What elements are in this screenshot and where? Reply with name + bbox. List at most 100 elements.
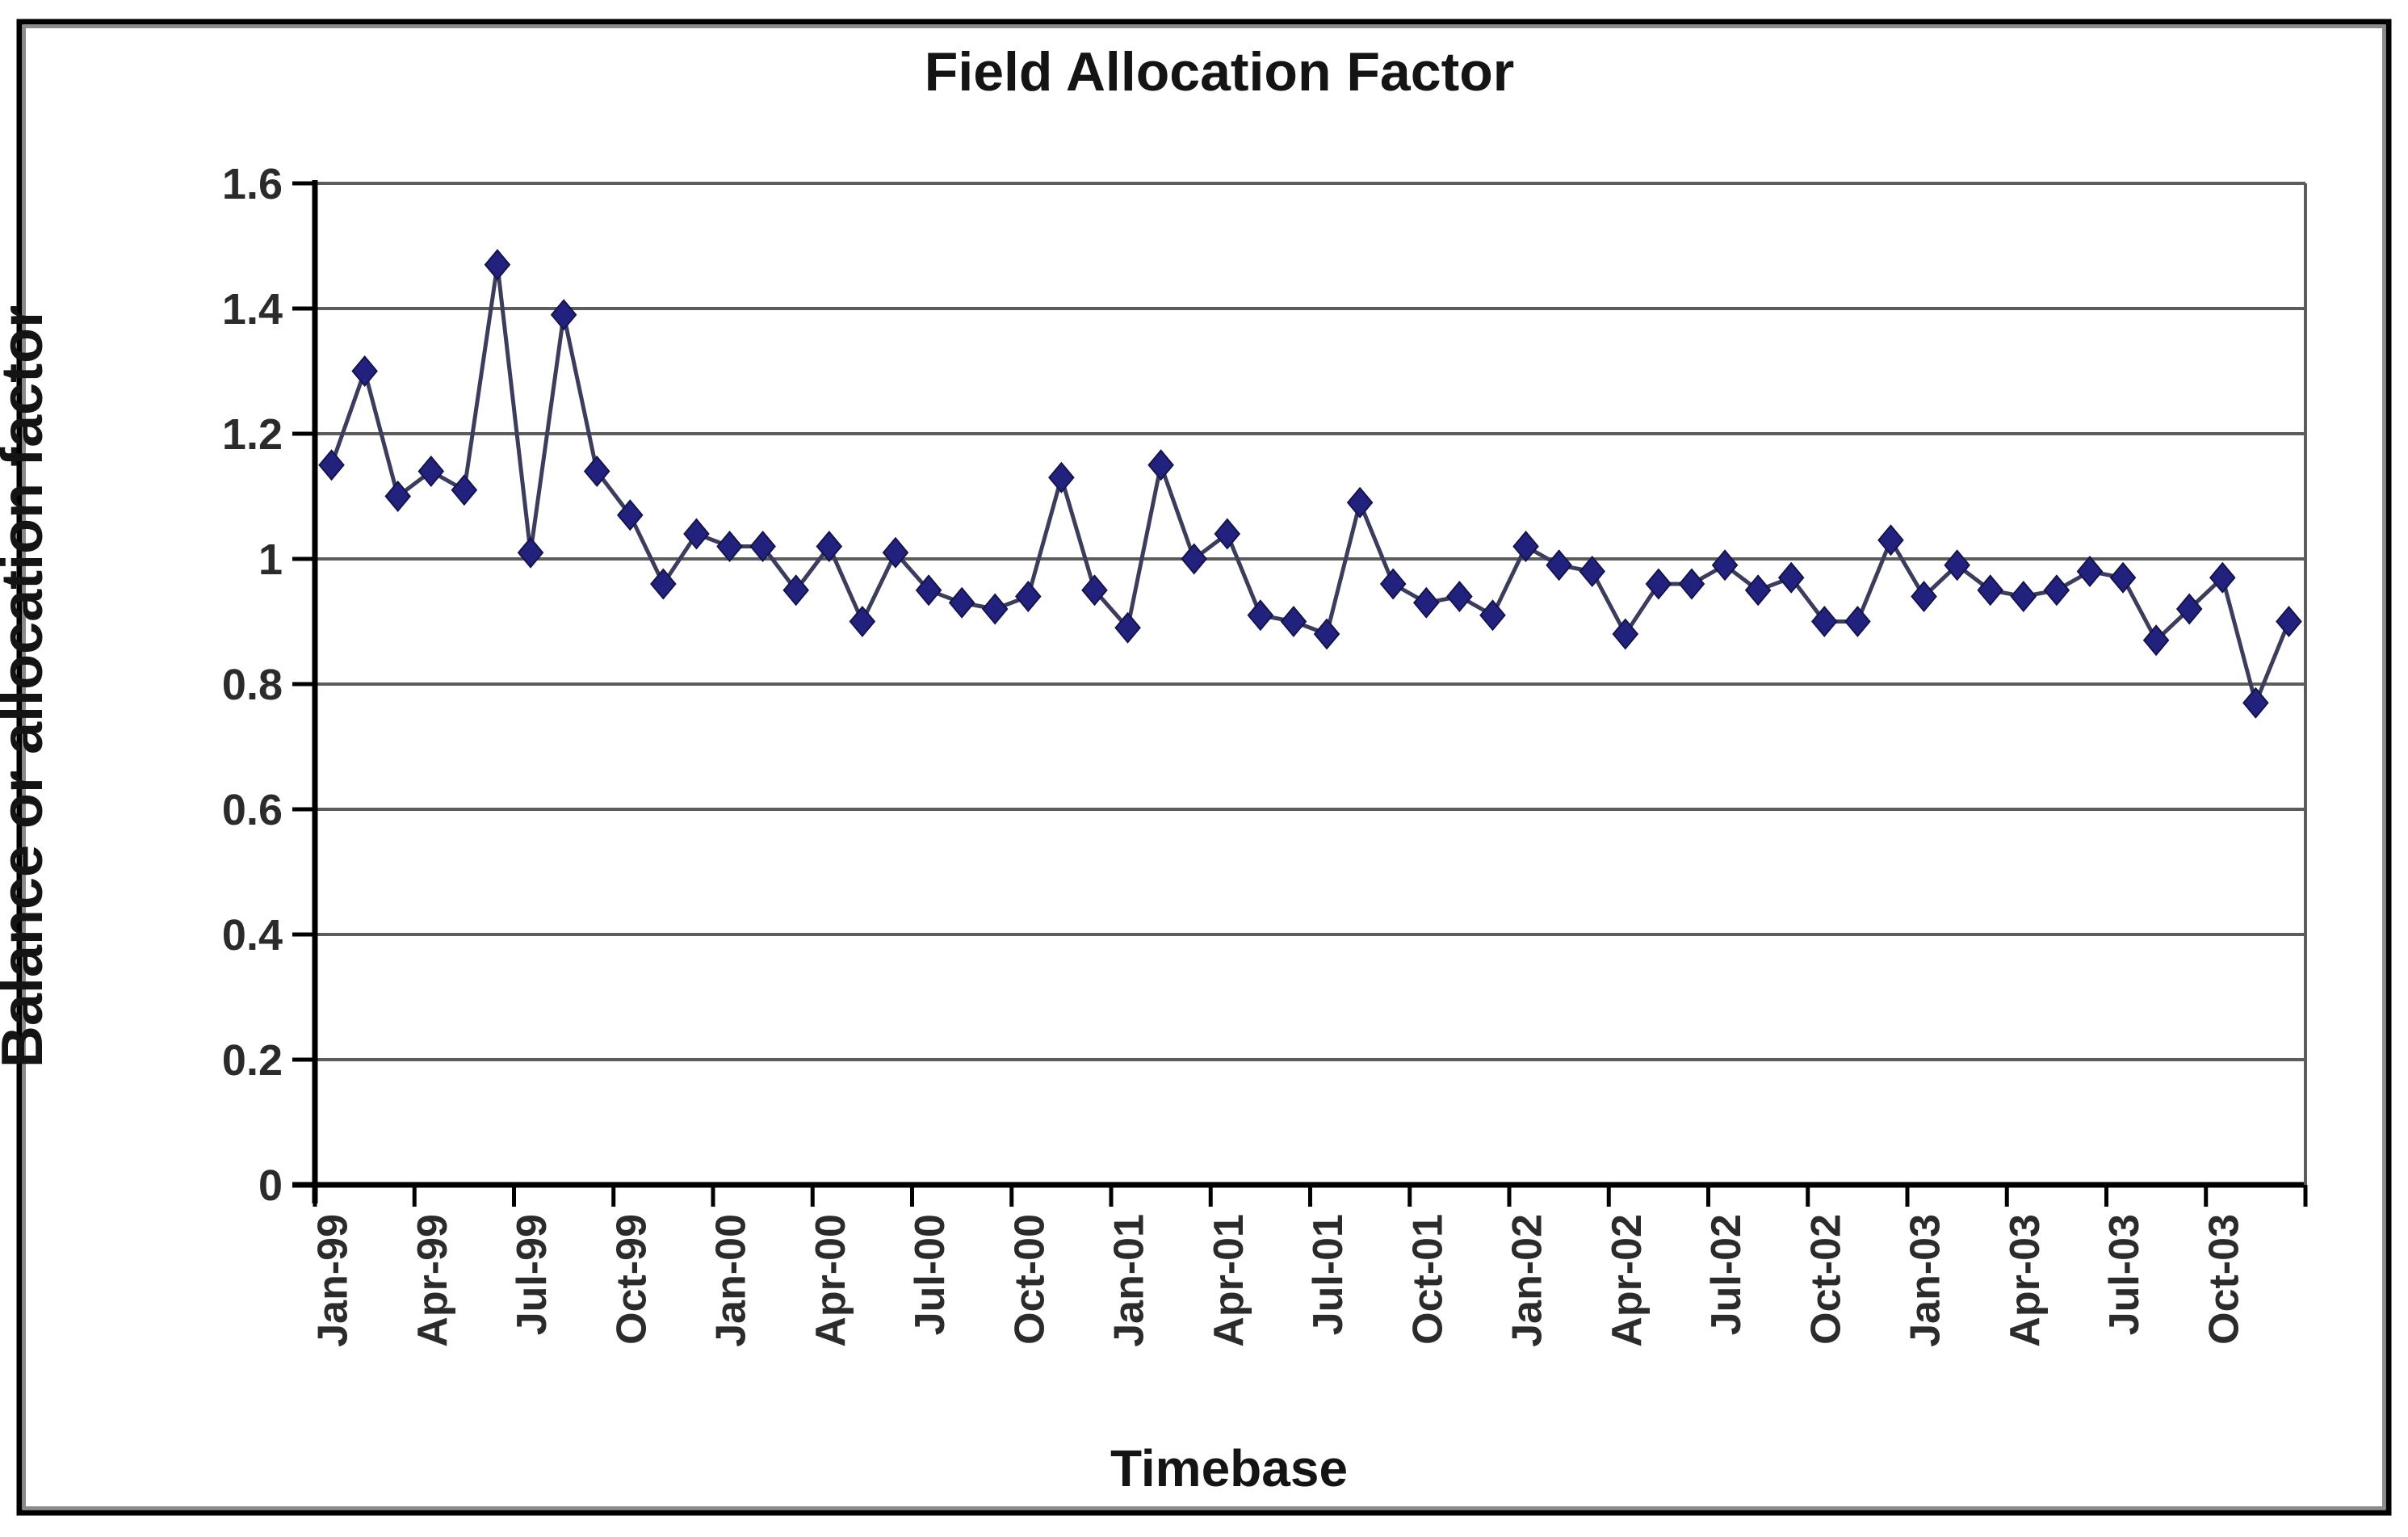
data-point-Jan-01 [1114,611,1141,644]
x-axis-ticks [313,1185,2308,1207]
data-point-Feb-01 [1147,449,1174,481]
x-tick-label-Oct-01: Oct-01 [1404,1214,1451,1345]
data-point-Apr-01 [1214,518,1241,550]
data-point-Aug-99 [550,299,577,331]
y-tick-label: 0.4 [222,911,283,960]
y-tick-label: 1.4 [222,285,283,334]
y-axis-tick-labels: 0 0.2 0.4 0.6 0.8 1 1.2 1.4 1.6 [222,160,283,1210]
data-point-May-02 [1645,568,1672,600]
data-point-Mar-00 [782,574,810,607]
x-tick-label-Apr-02: Apr-02 [1604,1214,1651,1347]
data-point-Sep-99 [583,455,610,488]
data-point-Aug-02 [1744,574,1772,607]
data-point-Jan-03 [1911,580,1937,613]
data-point-Sep-03 [2175,593,2203,625]
data-point-Feb-99 [351,355,378,388]
data-point-Dec-03 [2276,605,2302,638]
x-tick-label-Apr-01: Apr-01 [1206,1214,1252,1347]
data-series-line [329,264,2291,710]
data-point-Jul-03 [2109,561,2137,594]
data-point-Jan-99 [318,449,345,481]
y-tick-label: 1 [258,535,283,584]
data-point-May-99 [451,474,478,506]
data-point-Aug-00 [948,586,975,619]
data-point-Jan-02 [1512,530,1539,563]
y-tick-label: 1.6 [222,160,283,208]
x-tick-label-Oct-00: Oct-00 [1006,1214,1053,1345]
data-point-Jul-99 [517,536,544,569]
data-point-Aug-01 [1346,486,1374,519]
chart-title: Field Allocation Factor [925,41,1514,103]
data-point-Sep-02 [1777,561,1805,594]
data-point-Jul-00 [915,574,942,607]
y-tick-label: 0.2 [222,1036,283,1085]
data-point-Mar-03 [1977,574,2004,607]
data-point-Nov-03 [2242,687,2269,719]
data-point-Oct-02 [1810,605,1838,638]
y-tick-label: 0 [258,1161,283,1210]
x-tick-label-Apr-99: Apr-99 [409,1214,456,1347]
gridlines [292,181,2305,1187]
data-point-Aug-03 [2142,624,2170,657]
x-axis-title: Timebase [1110,1439,1348,1497]
x-tick-label-Oct-03: Oct-03 [2200,1214,2247,1345]
data-point-May-03 [2043,574,2070,607]
data-point-Jun-03 [2076,555,2104,588]
data-point-Dec-99 [683,518,710,550]
x-tick-label-Jul-02: Jul-02 [1703,1214,1750,1335]
x-tick-label-Jan-01: Jan-01 [1106,1214,1153,1347]
data-point-Nov-02 [1844,605,1871,638]
data-point-Jan-00 [716,530,743,563]
data-point-Jun-01 [1280,605,1307,638]
data-point-Jul-01 [1313,618,1340,650]
y-axis-title: Balance or allocation factor [0,305,55,1068]
data-point-Dec-00 [1081,574,1108,607]
data-point-Mar-99 [384,480,412,513]
x-tick-label-Oct-99: Oct-99 [608,1214,655,1345]
data-point-Jul-02 [1711,549,1739,582]
data-point-Feb-02 [1546,549,1572,582]
data-point-Apr-02 [1612,618,1639,650]
data-point-Mar-02 [1579,555,1606,588]
y-tick-label: 0.6 [222,786,283,834]
data-point-Jun-99 [484,249,511,281]
data-point-Feb-00 [749,530,776,563]
data-point-Nov-01 [1446,580,1473,613]
x-tick-label-Jul-00: Jul-00 [907,1214,954,1335]
x-tick-label-Jan-00: Jan-00 [708,1214,755,1347]
figure-border [16,19,2392,1516]
y-tick-label: 1.2 [222,410,283,459]
data-point-Jun-02 [1678,568,1705,600]
x-tick-label-Jul-01: Jul-01 [1305,1214,1352,1335]
x-tick-label-Apr-03: Apr-03 [2002,1214,2049,1347]
x-tick-label-Jan-99: Jan-99 [310,1214,357,1347]
x-tick-label-Jan-02: Jan-02 [1504,1214,1551,1347]
data-point-Oct-00 [1014,580,1042,613]
data-point-Nov-99 [650,568,677,600]
x-tick-label-Apr-00: Apr-00 [808,1214,854,1347]
data-point-Sep-00 [981,593,1009,625]
data-point-Jun-00 [882,536,909,569]
x-tick-label-Jul-03: Jul-03 [2101,1214,2148,1335]
x-tick-label-Jul-99: Jul-99 [509,1214,556,1335]
x-axis-tick-labels: Jan-99 Apr-99 Jul-99 Oct-99 Jan-00 Apr-00 Jul-… [310,1214,2248,1347]
x-tick-label-Oct-02: Oct-02 [1802,1214,1849,1345]
data-point-Mar-01 [1181,543,1208,575]
data-point-Dec-02 [1877,524,1904,556]
data-point-Oct-01 [1412,586,1440,619]
figure-border-shadow [23,25,2385,1510]
data-point-May-00 [849,605,876,638]
data-point-Sep-01 [1379,568,1407,600]
y-tick-label: 0.8 [222,661,283,709]
data-point-Dec-01 [1479,599,1506,632]
data-point-Nov-00 [1048,461,1075,493]
data-point-Oct-03 [2209,561,2236,594]
data-point-May-01 [1247,599,1274,632]
data-point-Feb-03 [1944,549,1970,582]
data-point-Oct-99 [616,499,644,531]
data-point-Apr-00 [816,530,843,563]
x-tick-label-Jan-03: Jan-03 [1902,1214,1949,1347]
data-point-Apr-03 [2010,580,2037,613]
